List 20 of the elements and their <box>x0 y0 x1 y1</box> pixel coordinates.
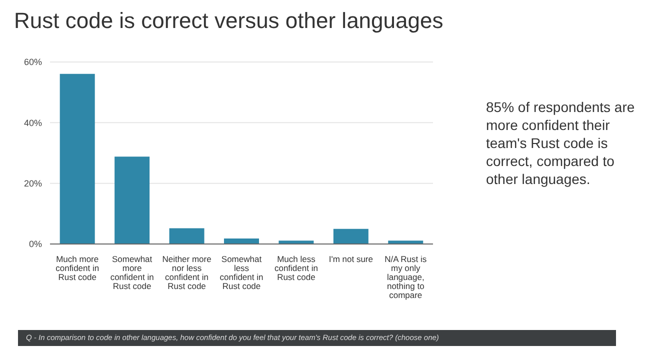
x-tick-label: Neither more nor less confident in Rust code <box>162 254 212 291</box>
x-tick-label: Much less confident in Rust code <box>274 254 318 282</box>
bar <box>278 240 314 244</box>
bar <box>60 74 95 244</box>
x-tick-label: N/A Rust is my only language, nothing to compare <box>384 254 427 300</box>
bar <box>388 240 424 244</box>
x-tick-label: Somewhat less confident in Rust code <box>220 254 264 291</box>
y-tick-label: 40% <box>24 118 42 128</box>
y-tick-label: 20% <box>24 178 42 189</box>
x-tick-label: I'm not sure <box>328 254 374 264</box>
x-tick-label: Somewhat more confident in Rust code <box>110 254 154 291</box>
x-tick-label: Much more confident in Rust code <box>56 254 100 282</box>
y-tick-label: 0% <box>28 239 42 250</box>
chart-title: Rust code is correct versus other languages <box>14 8 444 34</box>
bar <box>114 156 150 244</box>
text: 85% of respondents are more confident their team's Rust code is correct, compared to other languages. <box>486 98 636 188</box>
y-tick-label: 60% <box>24 57 42 68</box>
bar <box>333 228 368 244</box>
bar <box>169 228 204 244</box>
bar <box>224 238 259 244</box>
